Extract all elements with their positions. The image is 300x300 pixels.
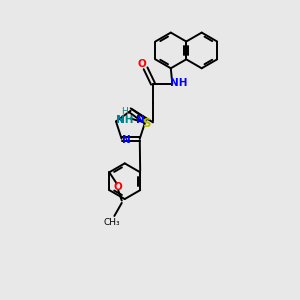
- Text: O: O: [137, 59, 146, 69]
- Text: H: H: [121, 107, 128, 116]
- Text: N: N: [116, 115, 125, 125]
- Text: NH: NH: [116, 115, 133, 125]
- Text: N: N: [122, 135, 131, 145]
- Text: O: O: [114, 182, 123, 192]
- Text: N: N: [136, 115, 145, 125]
- Text: S: S: [142, 117, 151, 130]
- Text: CH₃: CH₃: [103, 218, 120, 227]
- Text: NH: NH: [170, 78, 188, 88]
